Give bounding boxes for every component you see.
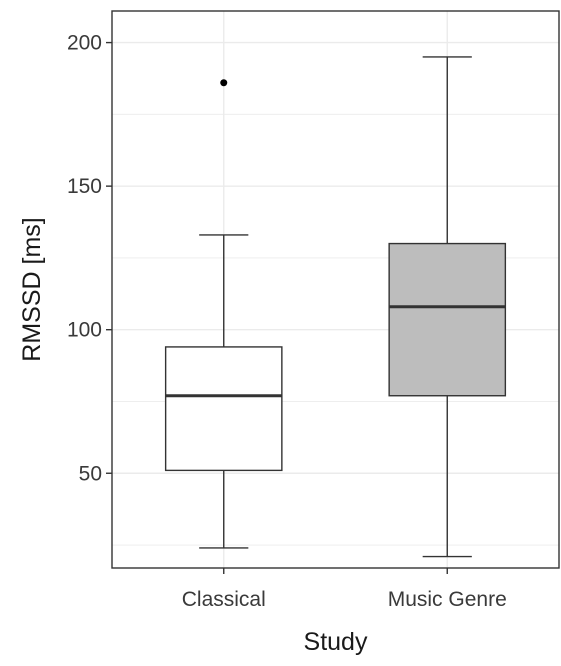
x-axis-title: Study bbox=[304, 628, 368, 656]
x-axis: Classical Music Genre bbox=[182, 568, 507, 611]
boxes bbox=[164, 56, 507, 558]
y-axis: 50 100 150 200 bbox=[67, 32, 112, 485]
outlier-point bbox=[220, 79, 228, 87]
panel-border bbox=[111, 10, 560, 569]
y-tick-label: 100 bbox=[67, 319, 102, 342]
y-tick-label: 150 bbox=[67, 175, 102, 198]
x-tick-label: Music Genre bbox=[388, 588, 507, 611]
box-group-music-genre bbox=[388, 56, 507, 558]
iqr-box bbox=[164, 346, 283, 472]
y-tick-label: 50 bbox=[79, 462, 102, 485]
x-tick-label: Classical bbox=[182, 588, 266, 611]
y-tick-label: 200 bbox=[67, 32, 102, 55]
y-axis-title: RMSSD [ms] bbox=[18, 217, 46, 361]
iqr-box bbox=[388, 242, 507, 397]
box-group-classical bbox=[164, 79, 283, 549]
